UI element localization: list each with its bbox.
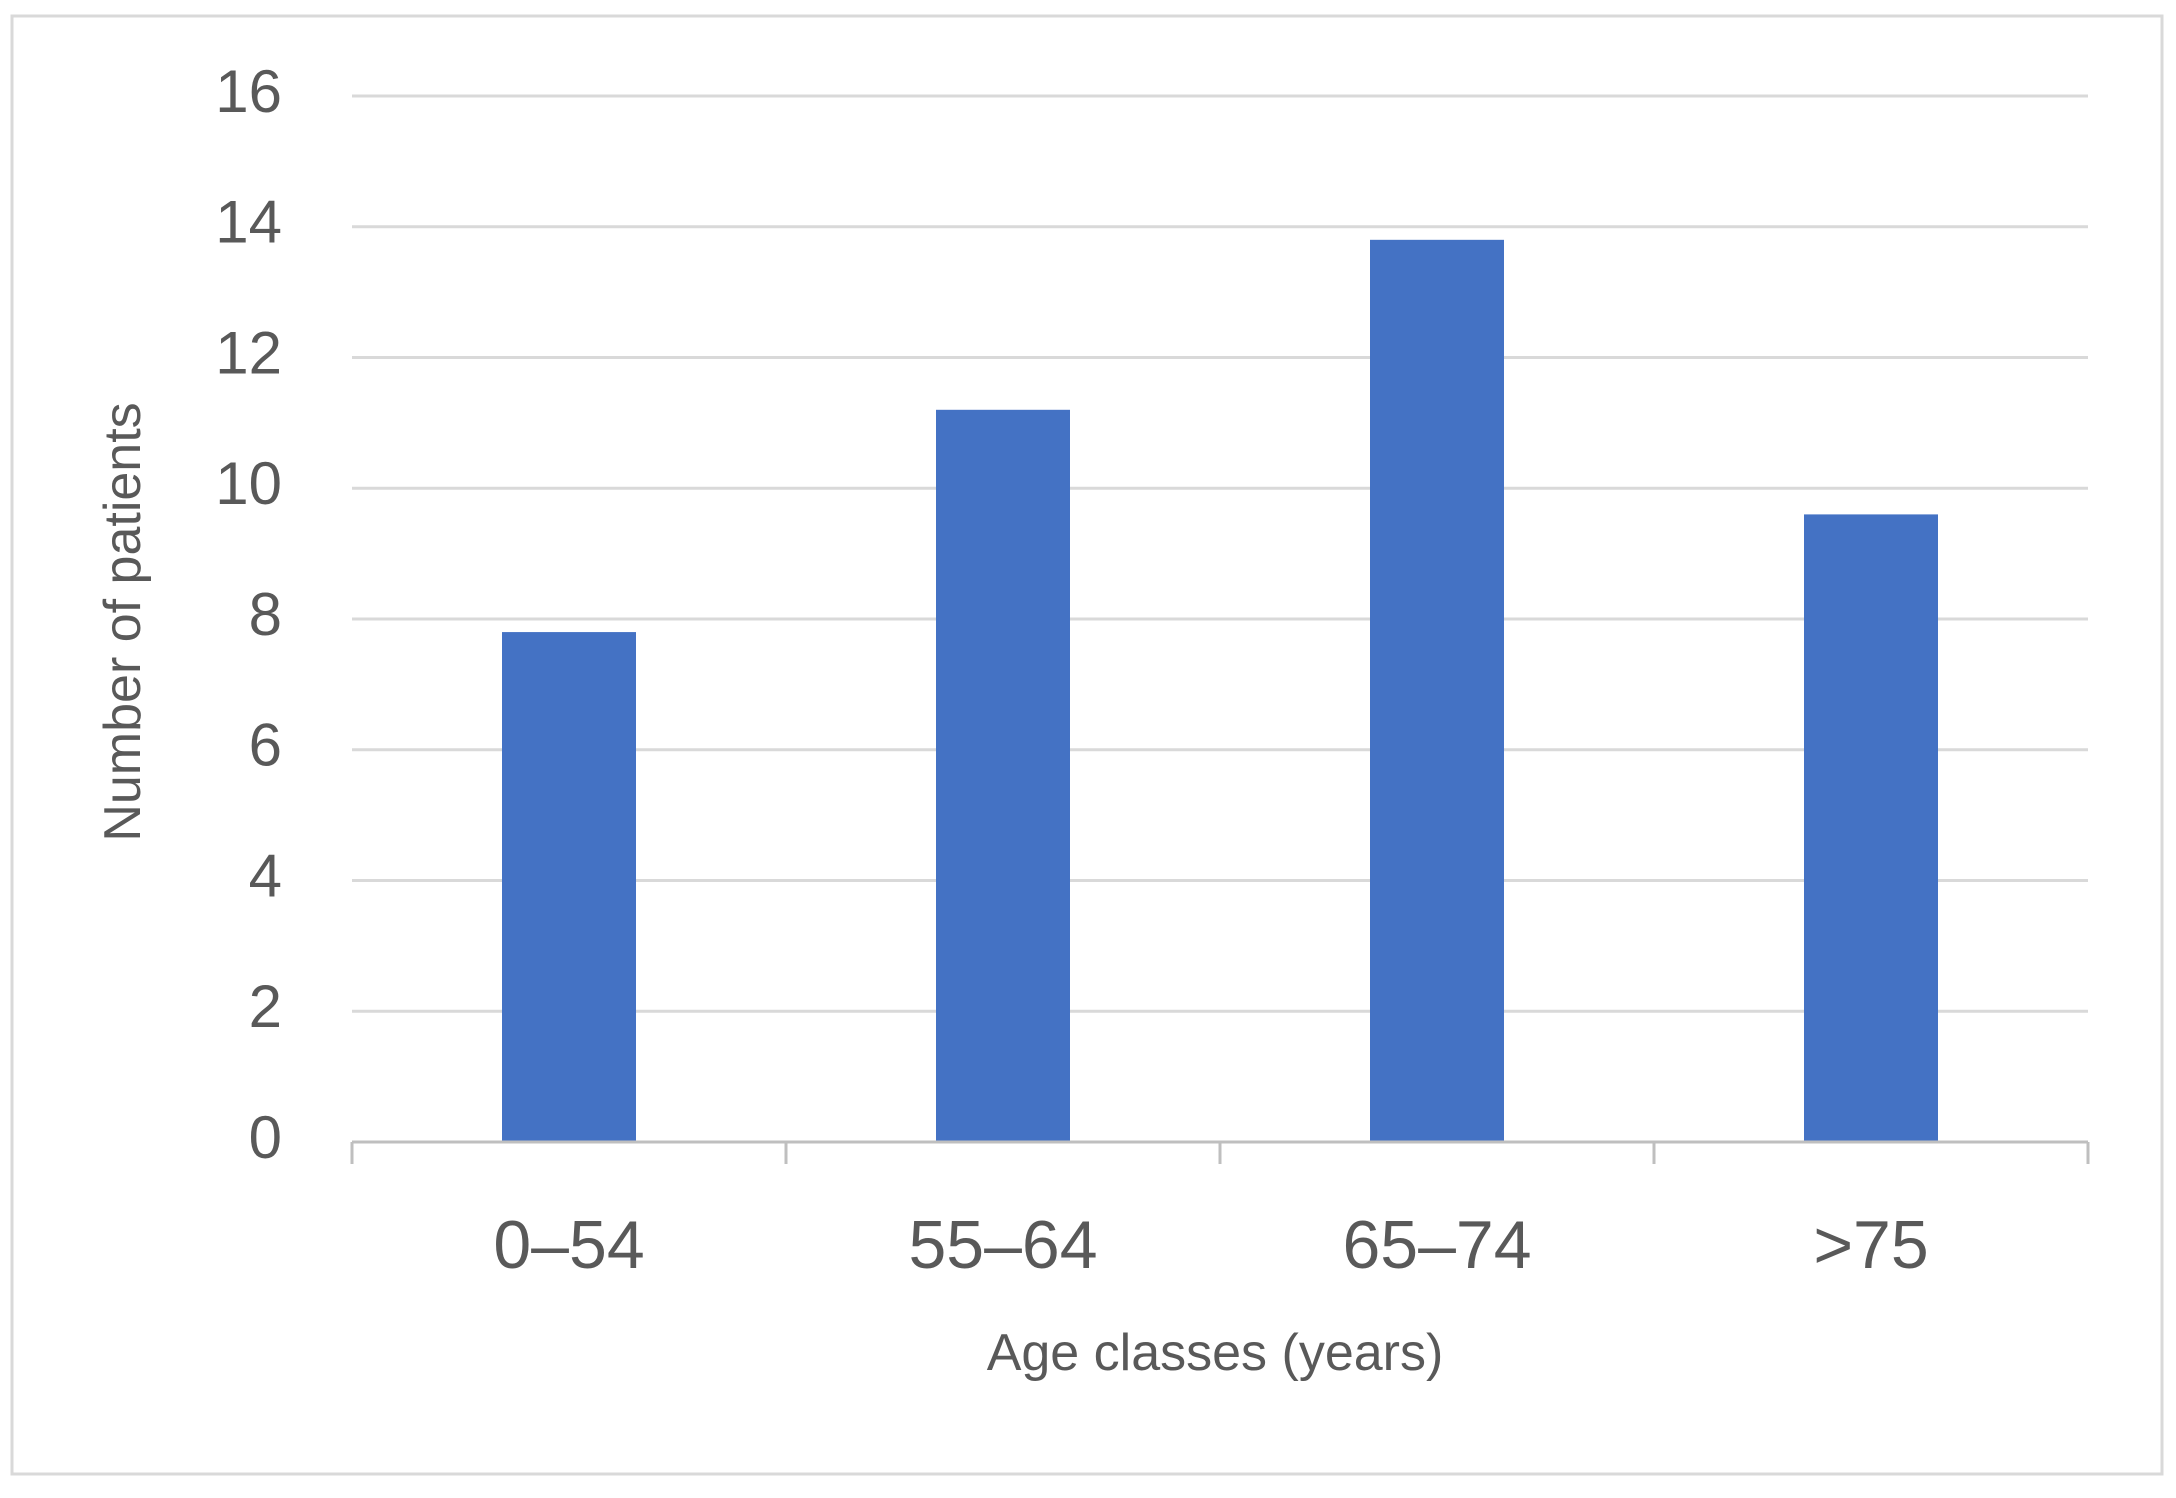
- chart-frame: [10, 14, 2164, 1476]
- y-tick-label: 10: [215, 450, 282, 517]
- gridlines: [352, 94, 2088, 1013]
- x-tick-label: 65–74: [1342, 1207, 1531, 1283]
- y-tick-label: 0: [249, 1104, 282, 1171]
- y-tick-label: 8: [249, 581, 282, 648]
- y-tick-label: 12: [215, 319, 282, 386]
- x-tick-label: 55–64: [908, 1207, 1097, 1283]
- x-tick-label: 0–54: [493, 1207, 644, 1283]
- bar: [502, 632, 636, 1142]
- y-axis-title: Number of patients: [94, 402, 152, 841]
- bars: [502, 239, 1938, 1142]
- y-tick-label: 4: [249, 842, 282, 909]
- bar: [1370, 239, 1504, 1142]
- bar: [1804, 514, 1938, 1142]
- y-tick-label: 14: [215, 189, 282, 256]
- y-axis-ticks: 0 2 4 6 8 10 12 14 16: [215, 58, 282, 1171]
- y-tick-label: 2: [249, 973, 282, 1040]
- x-tick-label: >75: [1813, 1207, 1928, 1283]
- x-axis-ticks: 0–54 55–64 65–74 >75: [493, 1207, 1928, 1283]
- x-axis-title: Age classes (years): [987, 1324, 1444, 1382]
- bar: [936, 409, 1070, 1142]
- x-axis: [350, 1140, 2090, 1164]
- y-tick-label: 6: [249, 712, 282, 779]
- y-tick-label: 16: [215, 58, 282, 125]
